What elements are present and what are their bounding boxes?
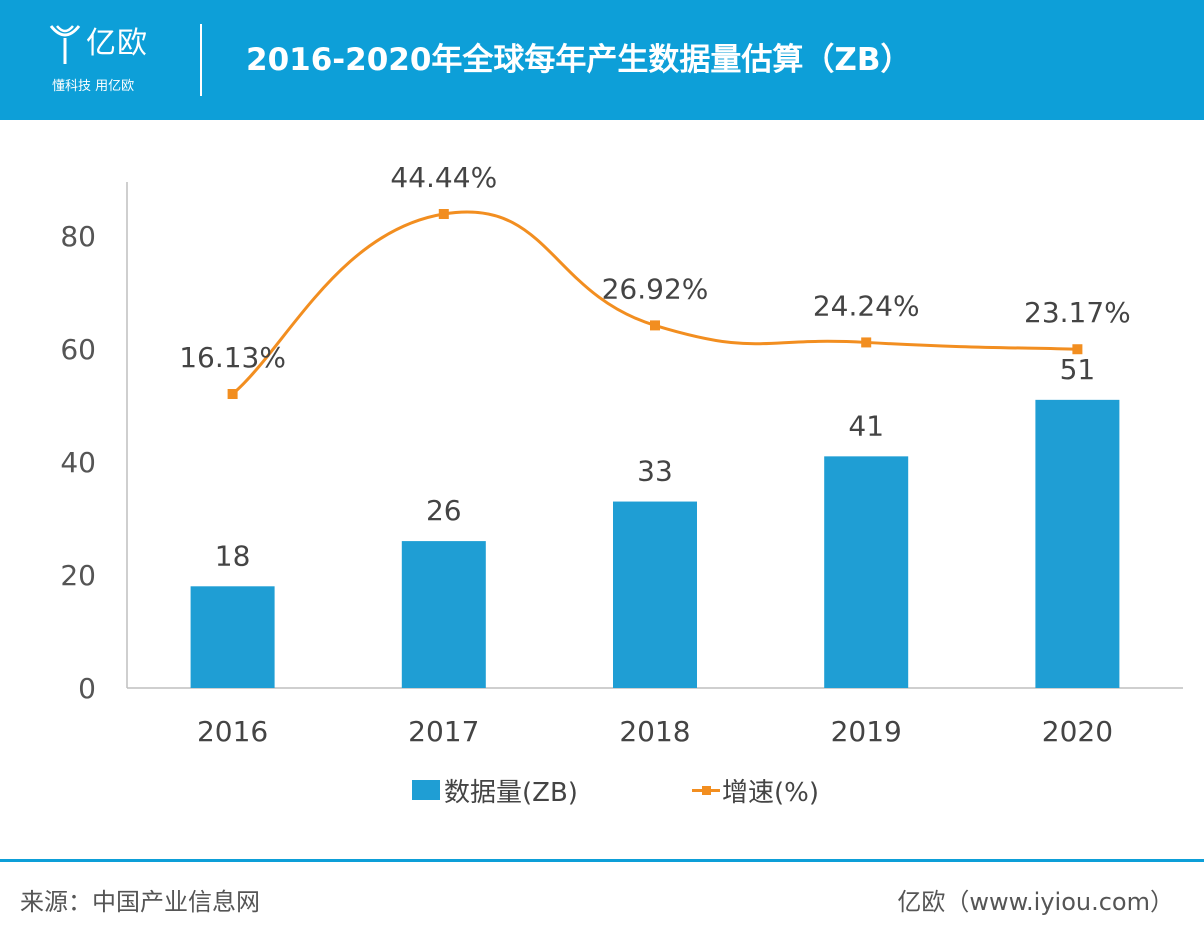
combo-chart: 0 20 40 60 80 2016 2017 2018 2019 2020 18 26 33 41 51 1… bbox=[60, 161, 1183, 748]
legend-swatch-line bbox=[692, 780, 720, 800]
y-tick-label: 0 bbox=[78, 672, 96, 705]
brand-logo: 亿欧 懂科技 用亿欧 bbox=[48, 20, 168, 102]
bar-data-label: 33 bbox=[637, 455, 673, 488]
x-tick-label: 2016 bbox=[197, 715, 268, 748]
line-point-marker bbox=[438, 209, 449, 219]
bar-data-label: 26 bbox=[426, 494, 462, 527]
legend-item-growth-rate: 增速(%) bbox=[692, 772, 819, 808]
legend-item-data-volume: 数据量(ZB) bbox=[412, 772, 578, 808]
line-point-marker bbox=[1072, 344, 1083, 355]
x-tick-label: 2019 bbox=[831, 715, 902, 748]
bar-data-label: 51 bbox=[1060, 353, 1096, 386]
legend-label-growth-rate: 增速(%) bbox=[722, 777, 819, 808]
growth-rate-line bbox=[231, 210, 1078, 396]
bar bbox=[613, 501, 697, 688]
y-tick-label: 60 bbox=[60, 333, 96, 366]
header-divider bbox=[200, 24, 202, 96]
line-data-label: 23.17% bbox=[1024, 296, 1131, 329]
bar bbox=[401, 541, 486, 688]
source-note: 来源：中国产业信息网 bbox=[20, 888, 260, 916]
line-data-label: 16.13% bbox=[179, 341, 286, 374]
legend-label-data-volume: 数据量(ZB) bbox=[444, 777, 578, 808]
chart-title: 2016-2020年全球每年产生数据量估算（ZB） bbox=[246, 42, 912, 78]
line-point-marker bbox=[861, 337, 872, 348]
y-tick-label: 80 bbox=[60, 220, 96, 253]
bar-data-label: 41 bbox=[848, 409, 884, 442]
x-tick-label: 2018 bbox=[619, 715, 690, 748]
y-tick-label: 40 bbox=[60, 446, 96, 479]
line-point-marker bbox=[227, 389, 238, 399]
brand-name: 亿欧 bbox=[86, 26, 148, 61]
line-point-marker bbox=[650, 320, 660, 331]
line-data-label: 44.44% bbox=[390, 161, 497, 194]
y-tick-label: 20 bbox=[60, 559, 96, 592]
line-data-label: 26.92% bbox=[602, 272, 709, 305]
bar bbox=[1035, 399, 1120, 688]
bar bbox=[190, 586, 275, 688]
credit-note: 亿欧（www.iyiou.com） bbox=[897, 888, 1174, 916]
footer-divider bbox=[0, 859, 1204, 862]
brand-mark-icon bbox=[49, 25, 81, 64]
header-banner: 亿欧 懂科技 用亿欧 2016-2020年全球每年产生数据量估算（ZB） bbox=[0, 0, 1204, 120]
x-tick-label: 2017 bbox=[408, 715, 479, 748]
x-tick-label: 2020 bbox=[1042, 715, 1113, 748]
bar-data-label: 18 bbox=[215, 539, 251, 572]
line-data-label: 24.24% bbox=[813, 289, 920, 322]
brand-slogan: 懂科技 用亿欧 bbox=[52, 79, 135, 94]
bar bbox=[824, 456, 909, 688]
legend-swatch-bar bbox=[412, 780, 440, 800]
